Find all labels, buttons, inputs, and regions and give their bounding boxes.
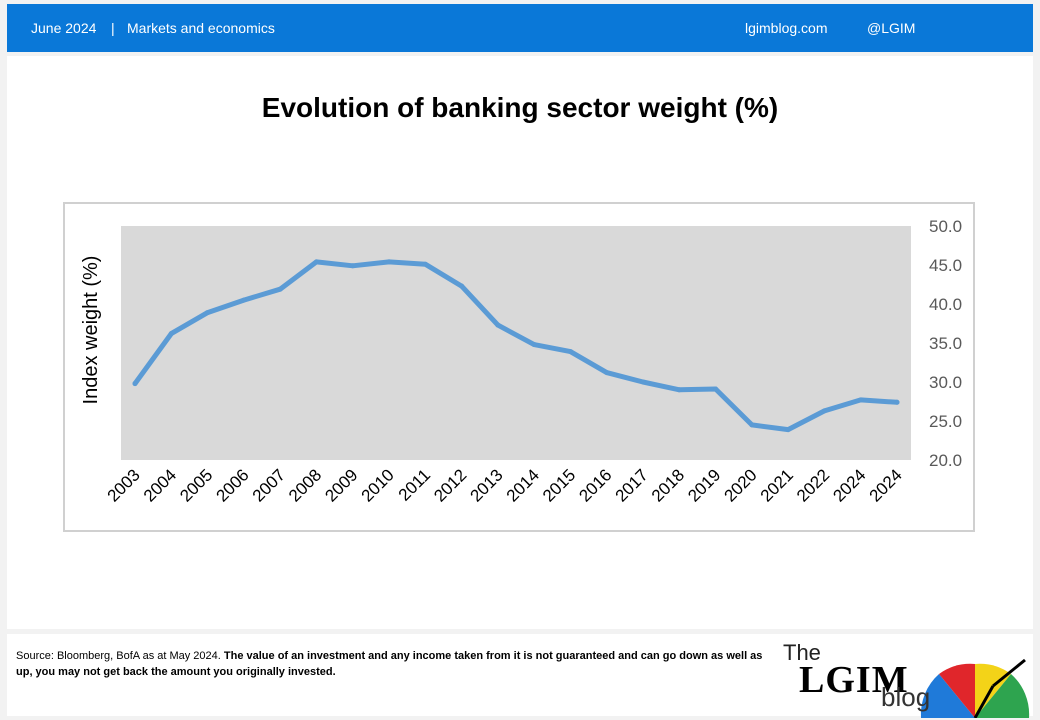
x-tick-label: 2012 xyxy=(430,465,470,505)
x-tick-label: 2014 xyxy=(503,465,543,505)
x-tick-label: 2024 xyxy=(866,465,906,505)
data-point xyxy=(821,408,827,414)
x-tick-label: 2015 xyxy=(539,465,579,505)
header-section[interactable]: Markets and economics xyxy=(127,20,275,36)
x-tick-label: 2009 xyxy=(321,465,361,505)
data-point xyxy=(531,342,537,348)
source-text: Source: Bloomberg, BofA as at May 2024. xyxy=(16,650,221,662)
x-tick-label: 2018 xyxy=(648,465,688,505)
data-point xyxy=(567,349,573,355)
x-tick-label: 2005 xyxy=(176,465,216,505)
footer: Source: Bloomberg, BofA as at May 2024. … xyxy=(7,634,1033,718)
lgim-blog-logo: The LGIM blog xyxy=(777,638,1033,718)
x-tick-label: 2020 xyxy=(721,465,761,505)
disclaimer-text: The value of an investment and any incom… xyxy=(16,650,763,678)
logo-lgim: LGIM xyxy=(799,659,909,701)
series-line xyxy=(132,259,900,433)
x-tick-label: 2017 xyxy=(612,465,652,505)
x-tick-label: 2022 xyxy=(793,465,833,505)
data-point xyxy=(713,386,719,392)
data-point xyxy=(858,397,864,403)
y-tick-label: 20.0 xyxy=(929,451,962,470)
y-tick-label: 30.0 xyxy=(929,373,962,392)
x-tick-label: 2013 xyxy=(467,465,507,505)
logo-blog: blog xyxy=(881,682,931,712)
slide-content: Evolution of banking sector weight (%) 2… xyxy=(7,56,1033,629)
y-axis-label: Index weight (%) xyxy=(80,256,102,405)
umbrella-icon xyxy=(920,658,1030,718)
chart-title: Evolution of banking sector weight (%) xyxy=(261,92,779,123)
y-tick-label: 45.0 xyxy=(929,256,962,275)
x-tick-label: 2024 xyxy=(829,465,869,505)
data-point xyxy=(241,297,247,303)
data-point xyxy=(676,387,682,393)
header-bar: June 2024 | Markets and economics lgimbl… xyxy=(7,4,1033,52)
data-point xyxy=(495,322,501,328)
y-tick-label: 35.0 xyxy=(929,334,962,353)
data-point xyxy=(894,399,900,405)
header-website-link[interactable]: lgimblog.com xyxy=(745,20,828,36)
y-tick-label: 50.0 xyxy=(929,217,962,236)
data-point xyxy=(422,261,428,267)
data-point xyxy=(640,379,646,385)
x-tick-label: 2019 xyxy=(684,465,724,505)
x-tick-label: 2003 xyxy=(104,465,144,505)
y-tick-label: 40.0 xyxy=(929,295,962,314)
data-point xyxy=(205,310,211,316)
data-point xyxy=(386,259,392,265)
chart-frame: 20.0 25.0 30.0 35.0 40.0 45.0 50.0 2003 2004 200… xyxy=(63,202,975,532)
data-point xyxy=(604,370,610,376)
x-tick-label: 2008 xyxy=(285,465,325,505)
data-point xyxy=(277,286,283,292)
x-tick-label: 2016 xyxy=(575,465,615,505)
x-tick-label: 2004 xyxy=(140,465,180,505)
x-tick-label: 2011 xyxy=(395,465,434,504)
y-tick-label: 25.0 xyxy=(929,412,962,431)
header-handle-link[interactable]: @LGIM xyxy=(867,20,916,36)
data-point xyxy=(168,331,174,337)
logo-the: The xyxy=(783,640,821,665)
data-point xyxy=(350,263,356,269)
plot-area xyxy=(121,226,911,460)
data-point xyxy=(313,259,319,265)
header-separator: | xyxy=(111,20,115,36)
line-chart: 20.025.030.035.040.045.050.0 20032004200… xyxy=(80,217,962,506)
x-tick-label: 2007 xyxy=(249,465,289,505)
data-point xyxy=(749,422,755,428)
data-point xyxy=(132,381,138,387)
source-note: Source: Bloomberg, BofA as at May 2024. … xyxy=(16,648,776,680)
data-point xyxy=(459,283,465,289)
data-point xyxy=(785,427,791,433)
x-tick-label: 2021 xyxy=(757,465,797,505)
header-date: June 2024 xyxy=(31,20,97,36)
x-tick-label: 2006 xyxy=(213,465,253,505)
x-tick-label: 2010 xyxy=(358,465,398,505)
